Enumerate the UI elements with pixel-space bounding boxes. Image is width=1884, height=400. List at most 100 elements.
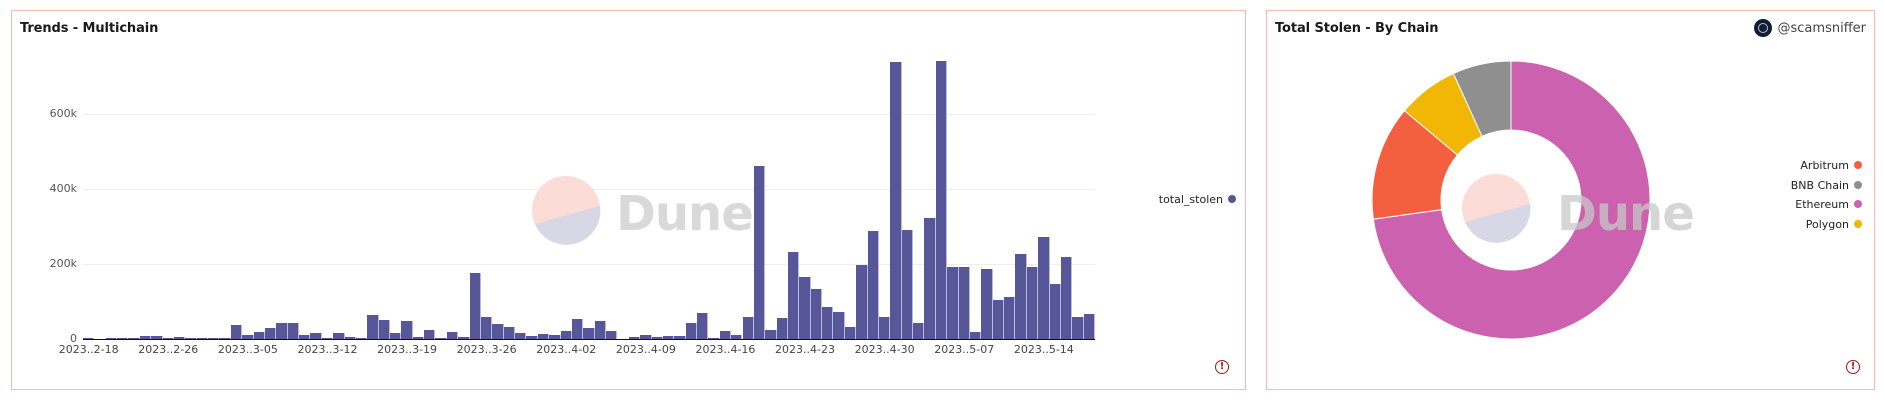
bar[interactable]: [765, 329, 777, 339]
bar[interactable]: [1038, 236, 1050, 339]
bar[interactable]: [935, 60, 948, 339]
bar[interactable]: [594, 321, 607, 339]
bar[interactable]: [105, 338, 118, 339]
bar[interactable]: [299, 334, 311, 339]
bar[interactable]: [697, 312, 709, 339]
bar[interactable]: [1015, 254, 1027, 339]
bar[interactable]: [458, 336, 470, 339]
bar[interactable]: [1060, 257, 1073, 339]
bar[interactable]: [503, 327, 516, 339]
author-link[interactable]: @scamsniffer: [1753, 19, 1866, 37]
alert-icon[interactable]: !: [1215, 360, 1229, 374]
bar[interactable]: [435, 337, 447, 339]
bar[interactable]: [810, 288, 823, 339]
bar[interactable]: [333, 333, 345, 339]
bar[interactable]: [969, 331, 982, 339]
bar[interactable]: [196, 337, 209, 339]
bar[interactable]: [992, 299, 1005, 339]
bar[interactable]: [1004, 297, 1016, 339]
bar[interactable]: [878, 316, 891, 339]
bar[interactable]: [719, 331, 732, 339]
bar[interactable]: [731, 334, 743, 339]
bar[interactable]: [685, 322, 697, 339]
bar[interactable]: [776, 318, 788, 339]
bar[interactable]: [378, 319, 390, 339]
bar[interactable]: [799, 277, 811, 339]
legend-item-arbitrum[interactable]: Arbitrum: [1800, 159, 1862, 172]
bar[interactable]: [469, 273, 481, 339]
bar[interactable]: [549, 334, 561, 339]
bar[interactable]: [83, 338, 95, 339]
bar[interactable]: [640, 335, 652, 339]
bar[interactable]: [924, 217, 936, 339]
bar[interactable]: [742, 317, 754, 339]
bar[interactable]: [401, 321, 413, 339]
donut-slice-bnb-chain[interactable]: [1452, 60, 1512, 137]
bar[interactable]: [537, 333, 550, 339]
bar[interactable]: [173, 337, 186, 339]
x-tick-label: 2023..4-30: [854, 343, 915, 356]
bar[interactable]: [822, 306, 834, 339]
bar[interactable]: [662, 336, 675, 339]
bar[interactable]: [1049, 283, 1061, 339]
bar[interactable]: [310, 333, 322, 339]
bar[interactable]: [674, 336, 686, 339]
bar[interactable]: [787, 252, 800, 339]
bar[interactable]: [390, 333, 402, 339]
bar[interactable]: [230, 325, 243, 339]
alert-icon[interactable]: !: [1846, 360, 1860, 374]
bar[interactable]: [446, 331, 459, 339]
legend-item-total_stolen[interactable]: total_stolen: [1159, 193, 1236, 206]
bar[interactable]: [367, 314, 379, 339]
bar[interactable]: [901, 229, 914, 339]
bar[interactable]: [344, 337, 356, 339]
bar[interactable]: [560, 330, 572, 339]
bar[interactable]: [913, 322, 925, 339]
donut-slice-ethereum[interactable]: [1372, 60, 1651, 340]
bar[interactable]: [1072, 316, 1084, 339]
bar[interactable]: [1026, 266, 1039, 339]
bar[interactable]: [117, 338, 129, 339]
bar[interactable]: [264, 328, 277, 339]
bar[interactable]: [321, 337, 334, 339]
bar[interactable]: [480, 316, 493, 339]
legend-item-bnb-chain[interactable]: BNB Chain: [1791, 179, 1862, 192]
bar[interactable]: [583, 328, 595, 339]
bar[interactable]: [412, 336, 425, 339]
bar[interactable]: [947, 267, 959, 339]
bar[interactable]: [651, 337, 663, 339]
bar[interactable]: [253, 332, 265, 339]
bar[interactable]: [867, 231, 879, 339]
bar[interactable]: [208, 338, 220, 339]
bar[interactable]: [1083, 313, 1095, 339]
bar[interactable]: [424, 329, 436, 339]
bar[interactable]: [708, 338, 720, 339]
bar[interactable]: [753, 166, 766, 339]
bar[interactable]: [844, 326, 857, 339]
bar[interactable]: [606, 331, 618, 339]
bar[interactable]: [185, 337, 197, 339]
bar[interactable]: [958, 266, 970, 339]
bar[interactable]: [219, 338, 231, 339]
bar[interactable]: [515, 333, 527, 339]
bar[interactable]: [242, 335, 254, 339]
bar[interactable]: [287, 322, 300, 339]
bar[interactable]: [890, 61, 902, 339]
legend-item-ethereum[interactable]: Ethereum: [1795, 198, 1862, 211]
bar[interactable]: [526, 336, 538, 339]
bar[interactable]: [151, 336, 163, 339]
bar[interactable]: [276, 322, 288, 339]
bar[interactable]: [981, 268, 993, 339]
bar[interactable]: [628, 336, 641, 339]
bar[interactable]: [162, 338, 174, 339]
bar[interactable]: [571, 318, 584, 339]
bar[interactable]: [856, 265, 868, 339]
bar[interactable]: [128, 338, 140, 339]
bar[interactable]: [355, 338, 368, 339]
legend-item-polygon[interactable]: Polygon: [1806, 218, 1862, 231]
bar[interactable]: [139, 335, 152, 339]
bar[interactable]: [492, 324, 504, 339]
x-tick-label: 2023..4-23: [775, 343, 836, 356]
author-name: @scamsniffer: [1777, 20, 1866, 36]
bar[interactable]: [833, 312, 845, 339]
